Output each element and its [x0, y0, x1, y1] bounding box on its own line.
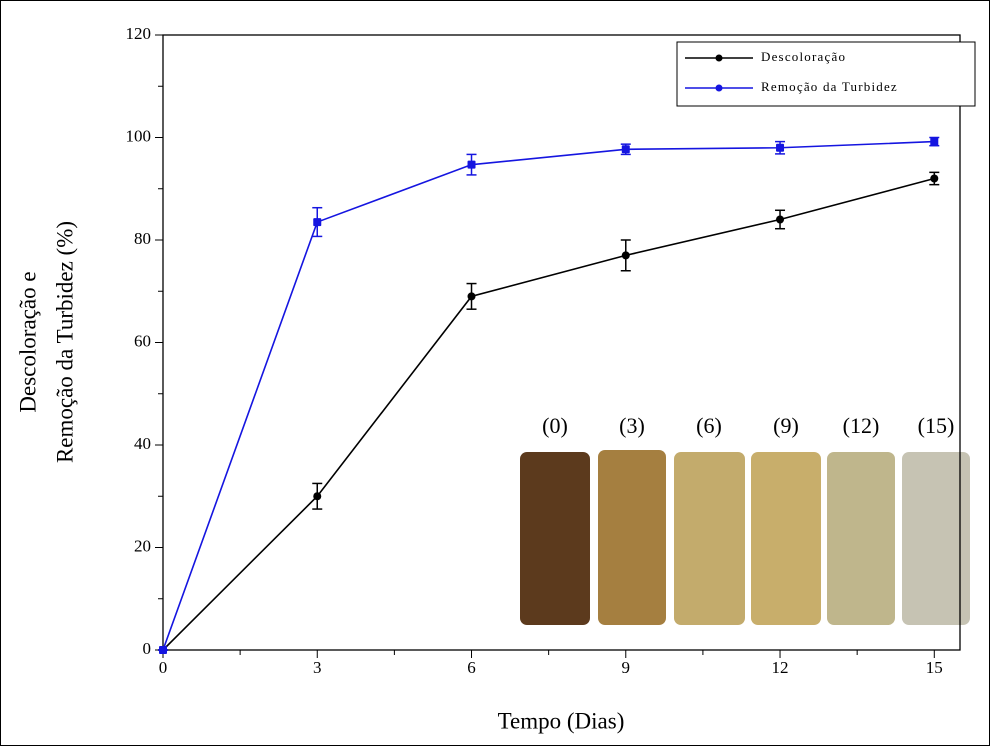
y-tick-label: 40 — [134, 434, 151, 453]
inset-label: (12) — [843, 413, 880, 438]
inset-label: (3) — [619, 413, 645, 438]
marker — [930, 137, 939, 146]
marker — [313, 218, 322, 227]
y-tick-label: 80 — [134, 229, 151, 248]
photo — [598, 450, 666, 625]
y-tick-label: 0 — [143, 639, 152, 658]
x-tick-label: 12 — [772, 658, 789, 677]
marker — [776, 215, 785, 224]
photo — [902, 452, 970, 625]
series-line — [162, 177, 935, 651]
y-tick-label: 20 — [134, 536, 151, 555]
legend-label: Descoloração — [761, 49, 846, 64]
marker — [467, 292, 476, 301]
y-tick-label: 120 — [126, 24, 152, 43]
marker — [621, 251, 630, 260]
marker — [930, 174, 939, 183]
marker — [159, 646, 167, 654]
x-tick-label: 15 — [926, 658, 943, 677]
photo — [674, 452, 745, 625]
photo — [751, 452, 821, 625]
inset-label: (15) — [918, 413, 955, 438]
inset-photos: (0) (3) (6) (9) (12) (15) — [520, 413, 970, 625]
legend-marker — [715, 54, 723, 62]
x-tick-label: 3 — [313, 658, 322, 677]
legend-label: Remoção da Turbidez — [761, 79, 898, 94]
inset-label: (9) — [773, 413, 799, 438]
marker — [621, 145, 630, 154]
x-axis-title: Tempo (Dias) — [498, 708, 625, 733]
series-line — [162, 140, 935, 651]
x-tick-label: 0 — [159, 658, 168, 677]
legend-box — [676, 41, 976, 107]
x-tick-label: 6 — [467, 658, 476, 677]
inset-label: (6) — [696, 413, 722, 438]
photo — [827, 452, 895, 625]
marker — [776, 143, 785, 152]
y-axis-title: Descoloração e — [15, 271, 40, 412]
marker — [313, 492, 322, 501]
legend-marker — [715, 84, 723, 92]
y-tick-label: 100 — [126, 126, 152, 145]
marker — [467, 160, 476, 169]
photo — [520, 452, 590, 625]
y-tick-label: 60 — [134, 331, 151, 350]
x-tick-label: 9 — [622, 658, 631, 677]
y-axis-title: Remoção da Turbidez (%) — [52, 221, 77, 463]
inset-label: (0) — [542, 413, 568, 438]
